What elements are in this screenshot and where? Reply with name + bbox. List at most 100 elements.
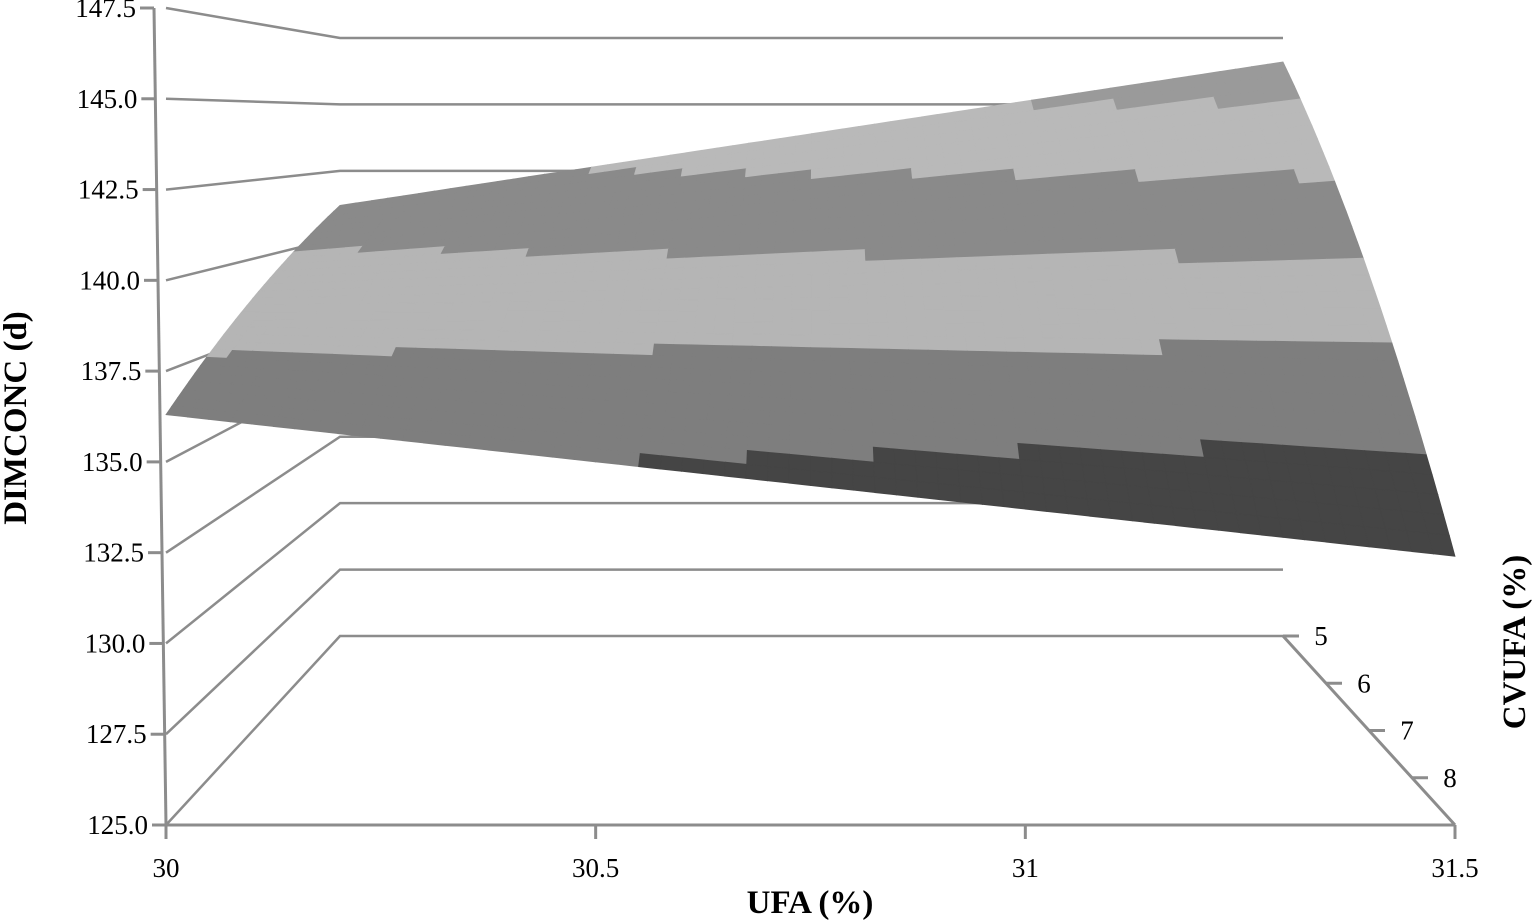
surface-cell <box>810 427 832 445</box>
surface-cell <box>1095 308 1119 325</box>
surface-cell <box>850 388 873 405</box>
surface-cell <box>1022 214 1044 230</box>
surface-cell <box>487 360 513 373</box>
surface-cell <box>714 310 736 323</box>
surface-cell <box>407 357 433 369</box>
x-axis-title: UFA (%) <box>747 885 874 921</box>
surface-cell <box>775 220 795 234</box>
surface-cell <box>830 428 853 446</box>
surface-cell <box>687 392 710 408</box>
surface-cell <box>610 260 632 272</box>
surface-cell <box>466 435 492 451</box>
surface-cell <box>650 355 673 369</box>
surface-cell <box>921 270 942 285</box>
surface-cell <box>1041 140 1062 155</box>
surface-cell <box>1036 294 1059 310</box>
surface-cell <box>684 418 708 434</box>
surface-cell <box>693 332 715 346</box>
surface-cell <box>431 348 456 360</box>
surface-cell <box>637 310 660 323</box>
surface-cell <box>960 160 981 175</box>
surface-cell <box>939 269 961 285</box>
surface-cell <box>563 385 588 400</box>
surface-cell <box>913 435 937 453</box>
surface-cell <box>515 273 539 284</box>
surface-cell <box>865 272 886 286</box>
surface-cell <box>1065 252 1088 268</box>
surface-cell <box>810 309 831 324</box>
surface-cell <box>988 365 1011 382</box>
surface-cell <box>586 375 610 390</box>
surface-cell <box>736 264 757 278</box>
surface-cell <box>922 283 943 298</box>
surface-cell <box>789 439 811 457</box>
surface-cell <box>769 384 792 400</box>
surface-cell <box>899 234 920 249</box>
surface-cell <box>981 309 1004 324</box>
surface-cell <box>447 358 473 371</box>
surface-cell <box>896 189 916 203</box>
surface-cell <box>751 345 773 360</box>
surface-cell <box>528 291 552 303</box>
surface-cell <box>685 236 706 249</box>
surface-cell <box>1162 453 1188 474</box>
surface-cell <box>828 227 848 241</box>
surface-cell <box>1083 251 1107 267</box>
surface-cell <box>1035 428 1060 447</box>
surface-cell <box>658 299 680 312</box>
gridline-z-8 <box>165 97 1283 106</box>
surface-cell <box>1068 266 1091 282</box>
surface-cell <box>1000 191 1022 207</box>
surface-cell <box>1042 477 1067 498</box>
surface-cell <box>509 291 533 303</box>
surface-cell <box>746 449 769 467</box>
surface-cell <box>538 407 563 422</box>
surface-cell <box>478 391 504 406</box>
surface-cell <box>496 404 522 418</box>
surface-cell <box>965 336 988 352</box>
surface-cell <box>1064 352 1088 370</box>
surface-cell <box>740 223 760 236</box>
surface-cell <box>911 405 935 423</box>
surface-cell <box>662 429 686 446</box>
surface-cell <box>992 255 1014 270</box>
surface-cell <box>1059 323 1083 340</box>
surface-cell <box>695 310 717 323</box>
surface-cell <box>580 410 604 425</box>
surface-cell <box>555 330 579 343</box>
surface-cell <box>862 192 881 206</box>
surface-cell <box>520 394 545 409</box>
surface-cell <box>573 261 596 273</box>
surface-cell <box>953 423 977 441</box>
surface-cell <box>863 225 883 239</box>
surface-cell <box>829 322 851 336</box>
surface-cell <box>612 342 636 356</box>
surface-cell <box>724 204 744 217</box>
surface-cell <box>1040 323 1064 339</box>
surface-cell <box>849 347 871 363</box>
surface-cell <box>598 233 620 245</box>
surface-cell <box>561 397 586 412</box>
surface-cell <box>1065 496 1091 517</box>
surface-cell <box>810 373 832 389</box>
surface-cell <box>548 362 572 376</box>
surface-cell <box>741 203 761 216</box>
surface-cell <box>552 444 577 460</box>
surface-cell <box>810 334 831 349</box>
surface-cell <box>1057 212 1080 228</box>
surface-cell <box>979 295 1002 311</box>
surface-cell <box>1049 266 1072 282</box>
surface-cell <box>903 283 925 298</box>
surface-cell <box>885 296 907 311</box>
surface-cell <box>849 361 872 377</box>
surface-cell <box>1026 240 1049 256</box>
z-tick-label: 125.0 <box>87 810 148 840</box>
surface-cell <box>1089 197 1112 213</box>
surface-cell <box>505 371 530 385</box>
surface-cell <box>1150 504 1177 527</box>
surface-cell <box>956 256 978 271</box>
surface-cell <box>578 422 602 438</box>
surface-cell <box>960 295 983 311</box>
surface-cell <box>638 453 662 470</box>
